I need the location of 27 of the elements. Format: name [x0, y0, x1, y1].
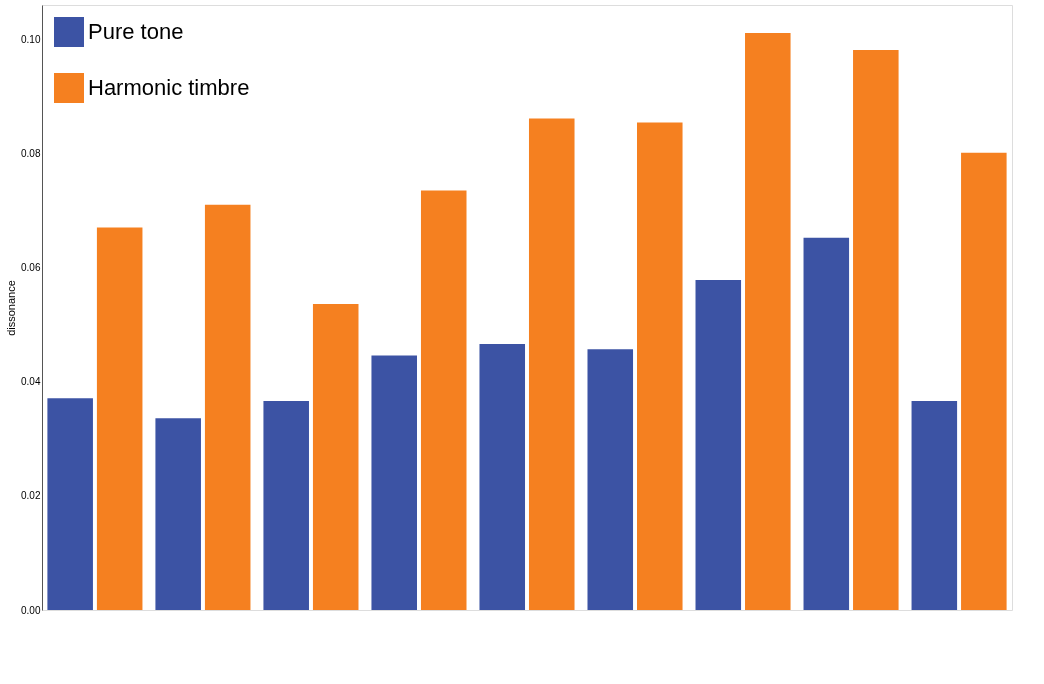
bar [911, 401, 958, 610]
bar [479, 344, 526, 610]
y-tick-label: 0.08 [21, 147, 41, 159]
bar [853, 50, 899, 610]
bar [47, 398, 93, 610]
y-tick-label: 0.04 [21, 376, 41, 388]
bar [961, 152, 1007, 610]
y-tick-label: 0.02 [21, 490, 41, 502]
bar [587, 349, 634, 610]
bar [420, 190, 467, 610]
y-axis-title: dissonance [5, 280, 18, 336]
bar [637, 122, 683, 610]
legend-label: Pure tone [88, 19, 184, 44]
bar [204, 204, 251, 610]
bar [371, 355, 417, 610]
bar [96, 227, 143, 610]
bar [745, 32, 791, 610]
legend-label: Harmonic timbre [88, 75, 250, 100]
bar [528, 118, 575, 610]
y-tick-label: 0.06 [21, 262, 41, 274]
bar [263, 401, 309, 610]
y-tick-label: 0.10 [21, 33, 41, 45]
bar [155, 418, 201, 610]
bar [695, 280, 742, 610]
bar [312, 304, 359, 610]
y-tick-label: 0.00 [21, 604, 41, 616]
bar [803, 237, 850, 610]
